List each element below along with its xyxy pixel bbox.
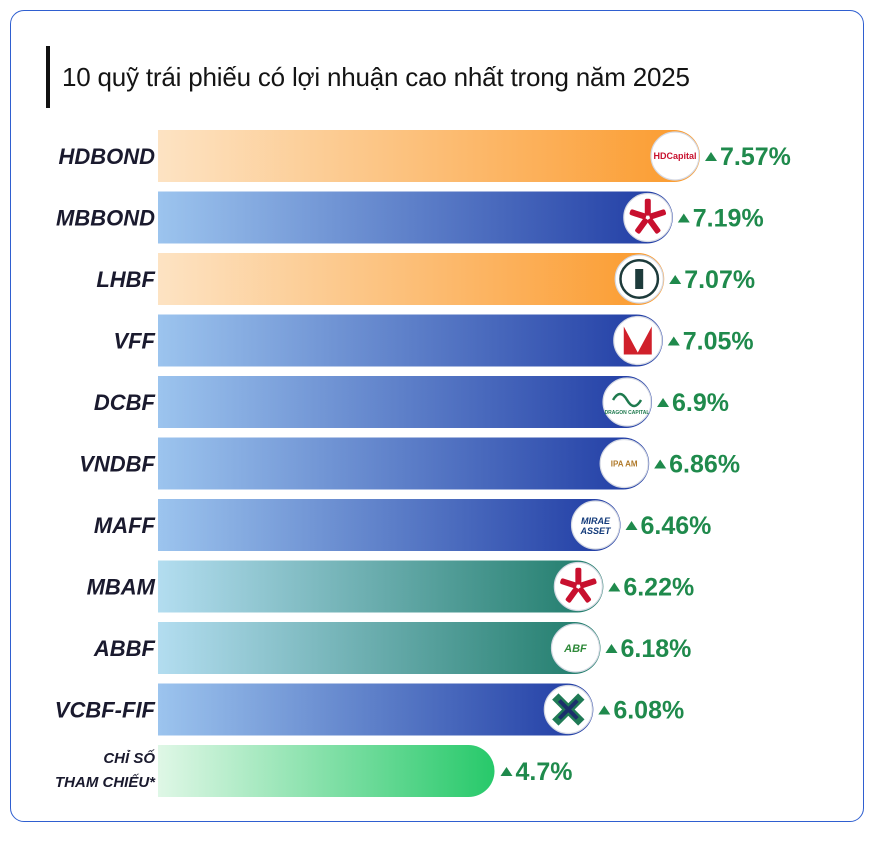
up-arrow-icon [677,213,690,223]
value-label: 6.46% [641,512,712,540]
up-arrow-icon [669,275,682,284]
vff-logo [613,315,663,366]
logo-badge [599,438,649,489]
value-label: 6.22% [623,574,694,602]
bar [158,191,673,244]
logo-ring [619,259,660,299]
bar-row: VCBF-FIF 6.08% [55,683,684,736]
logo-petal [579,578,597,589]
category-label: MBAM [87,575,156,600]
abf-logo: ABF [550,623,601,673]
logo-badge [550,623,601,673]
up-arrow-icon [625,521,638,530]
up-arrow-icon [654,459,667,469]
bar [158,130,700,182]
value-label: 7.07% [684,266,755,294]
title-accent-bar [46,46,50,108]
logo-petal [635,218,649,234]
value-label: 6.08% [613,697,684,725]
logo-x-inner [557,699,579,720]
logo-badge [570,500,621,550]
bar-row: VFF 7.05% [113,314,754,367]
bar-row: VNDBF 6.86% [79,437,740,490]
logo-petal [647,218,661,234]
logo-text: ASSET [580,526,613,536]
bar [158,745,495,797]
logo-petal [629,209,647,220]
logo-dragon [611,392,643,408]
mb-logo [623,192,673,243]
mb-logo [553,561,603,612]
up-arrow-icon [500,767,513,776]
category-label: LHBF [96,267,155,292]
up-arrow-icon [598,705,611,715]
category-label: VFF [113,329,155,354]
up-arrow-icon [667,336,680,346]
lighthouse-logo [614,254,664,304]
value-label: 6.9% [672,389,729,417]
vcbf-logo [543,684,593,735]
logo-petal [565,587,579,603]
up-arrow-icon [657,398,670,407]
bar [158,253,665,305]
up-arrow-icon [605,644,618,653]
bar [158,560,604,613]
logo-badge [613,315,663,366]
bar [158,376,653,428]
category-label: MAFF [94,513,156,538]
logo-shape [623,326,652,355]
category-label: VCBF-FIF [55,698,156,723]
value-label: 7.57% [720,143,791,171]
logo-petal [644,198,651,216]
category-label: CHỈ SỐ [103,749,155,767]
logo-petal [577,587,591,603]
bar [158,314,663,367]
bar-row: LHBF 7.07% [96,253,755,305]
category-label: ABBF [93,636,156,661]
logo-tower [635,269,644,289]
bar-row: MBBOND 7.19% [56,191,764,244]
bar-row: ABBF 6.18% [93,622,691,674]
logo-text: DRAGON CAPITAL [605,410,650,416]
bar [158,683,594,736]
value-label: 6.86% [669,451,740,479]
up-arrow-icon [608,582,621,592]
up-arrow-icon [705,152,717,161]
bar-row: CHỈ SỐ THAM CHIẾU* 4.7% [55,745,572,797]
bar-row: MAFF 6.46% [94,499,712,551]
logo-text: IPA AM [611,460,638,469]
category-label: THAM CHIẾU* [55,773,156,791]
chart-title: 10 quỹ trái phiếu có lợi nhuận cao nhất … [62,62,690,92]
bar [158,499,621,551]
logo-text: HDCapital [653,151,696,161]
category-label: MBBOND [56,206,155,231]
category-label: HDBOND [58,144,155,169]
logo-text: ABF [563,643,587,655]
value-label: 6.18% [620,635,691,663]
bar-row: HDBOND 7.57% [58,130,791,182]
logo-petal [560,578,577,589]
logo-petal [575,567,582,585]
category-label: DCBF [94,390,156,415]
value-label: 7.05% [683,328,754,356]
ipa-am-logo: IPA AM [599,438,649,489]
hdcapital-logo: HDCapital [650,131,700,181]
value-label: 7.19% [693,205,764,233]
dragon-capital-logo: DRAGON CAPITAL [602,377,652,427]
logo-badge [650,131,700,181]
bar-row: DCBF 6.9% [94,376,729,428]
logo-petal [649,209,667,220]
bar-row: MBAM 6.22% [87,560,694,613]
logo-text: MIRAE [581,516,611,526]
bar [158,437,650,490]
value-label: 4.7% [516,758,573,786]
category-label: VNDBF [79,452,155,477]
bar [158,622,601,674]
